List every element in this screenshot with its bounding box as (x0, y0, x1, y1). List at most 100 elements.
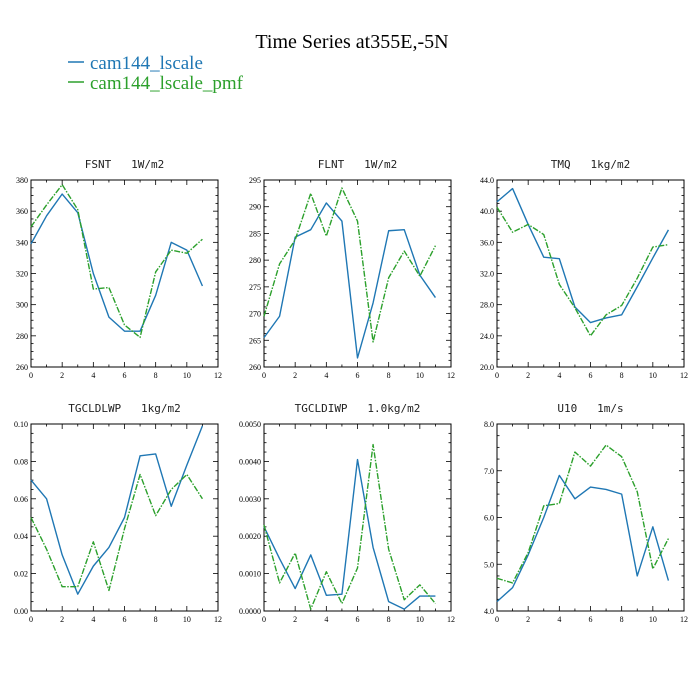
x-tick-label-tgcldiwp: 2 (293, 615, 297, 624)
series-line-cam144-lscale-flnt (263, 202, 436, 359)
y-tick-label-tgcldlwp: 0.06 (14, 495, 28, 504)
plot-frame-flnt (263, 179, 452, 368)
panel-title-u10: U10 1m/s (557, 402, 623, 415)
y-tick-label-flnt: 290 (249, 203, 261, 212)
y-tick-label-tmq: 32.0 (480, 270, 494, 279)
x-tick-label-fsnt: 0 (29, 371, 33, 380)
y-tick-label-tmq: 40.0 (480, 207, 494, 216)
series-line-cam144-lscale-pmf-tmq (496, 206, 669, 337)
panel-flnt: FLNT 1W/m2 0 2 4 6 8 10 12 260 265 270 275 280 285 290… (249, 158, 455, 380)
x-tick-label-flnt: 12 (447, 371, 455, 380)
panel-title-tgcldiwp: TGCLDIWP 1.0kg/m2 (295, 402, 421, 415)
y-tick-label-flnt: 280 (249, 256, 261, 265)
plot-frame-tmq (496, 179, 685, 368)
panel-u10: U10 1m/s 0 2 4 6 8 10 12 4.0 5.0 6.0 7.0 8.0 (484, 402, 688, 624)
panels: FSNT 1W/m20 2 4 6 8 10 12260280300320340360380… (14, 158, 688, 624)
panel-tgcldiwp: TGCLDIWP 1.0kg/m2 0 2 4 6 8 10 12 0.0000 0.0010 0.… (239, 402, 455, 624)
plot-frame-fsnt (30, 179, 219, 368)
x-tick-label-tmq: 2 (526, 371, 530, 380)
x-tick-label-tgcldlwp: 6 (123, 615, 127, 624)
x-tick-label-tgcldiwp: 12 (447, 615, 455, 624)
x-tick-label-u10: 10 (649, 615, 657, 624)
y-tick-label-tgcldlwp: 0.04 (14, 532, 28, 541)
x-tick-label-u10: 0 (495, 615, 499, 624)
panel-tgcldlwp: TGCLDLWP 1kg/m2 0 2 4 6 8 10 12 0.00 0.02 0.04 0.06… (14, 402, 222, 624)
y-tick-label-tgcldlwp: 0.10 (14, 420, 28, 429)
y-tick-label-u10: 8.0 (484, 420, 494, 429)
panel-fsnt: FSNT 1W/m2 0 2 4 6 8 10 12 260 280 300 320 340 360 380 (16, 158, 222, 380)
y-tick-label-tgcldlwp: 0.02 (14, 570, 28, 579)
y-tick-label-fsnt: 300 (16, 301, 28, 310)
x-tick-label-u10: 4 (557, 615, 561, 624)
x-tick-label-tmq: 8 (620, 371, 624, 380)
series-line-cam144-lscale-tmq (496, 187, 670, 324)
x-tick-label-fsnt: 4 (91, 371, 95, 380)
x-tick-label-tgcldiwp: 4 (324, 615, 328, 624)
x-tick-label-u10: 12 (680, 615, 688, 624)
y-tick-label-tmq: 24.0 (480, 332, 494, 341)
panel-title-flnt: FLNT 1W/m2 (318, 158, 397, 171)
x-tick-label-tgcldlwp: 10 (183, 615, 191, 624)
x-tick-label-flnt: 10 (416, 371, 424, 380)
y-tick-label-u10: 4.0 (484, 607, 494, 616)
y-tick-label-fsnt: 320 (16, 270, 28, 279)
series-line-cam144-lscale-fsnt (30, 193, 204, 332)
x-tick-label-flnt: 6 (356, 371, 360, 380)
y-tick-label-tmq: 20.0 (480, 363, 494, 372)
x-tick-label-fsnt: 8 (154, 371, 158, 380)
x-tick-label-tmq: 10 (649, 371, 657, 380)
panel-title-fsnt: FSNT 1W/m2 (85, 158, 164, 171)
x-tick-label-tgcldlwp: 2 (60, 615, 64, 624)
x-tick-label-fsnt: 6 (123, 371, 127, 380)
series-line-cam144-lscale-u10 (496, 474, 670, 603)
series-line-cam144-lscale-pmf-fsnt (30, 183, 203, 339)
y-tick-label-tgcldiwp: 0.0030 (239, 495, 261, 504)
series-line-cam144-lscale-pmf-tgcldiwp (263, 443, 436, 610)
y-tick-label-u10: 6.0 (484, 514, 494, 523)
y-tick-label-tmq: 44.0 (480, 176, 494, 185)
y-tick-label-tgcldiwp: 0.0000 (239, 607, 261, 616)
x-tick-label-tgcldiwp: 0 (262, 615, 266, 624)
x-tick-label-tgcldlwp: 4 (91, 615, 95, 624)
x-tick-label-tmq: 0 (495, 371, 499, 380)
y-tick-label-tgcldiwp: 0.0040 (239, 457, 261, 466)
series-line-cam144-lscale-tgcldlwp (30, 425, 204, 595)
y-tick-label-u10: 7.0 (484, 467, 494, 476)
y-tick-label-tgcldlwp: 0.00 (14, 607, 28, 616)
x-tick-label-tgcldiwp: 10 (416, 615, 424, 624)
y-tick-label-tgcldiwp: 0.0020 (239, 532, 261, 541)
x-tick-label-tmq: 6 (589, 371, 593, 380)
x-tick-label-fsnt: 10 (183, 371, 191, 380)
x-tick-label-u10: 2 (526, 615, 530, 624)
y-tick-label-u10: 5.0 (484, 560, 494, 569)
y-tick-label-flnt: 285 (249, 229, 261, 238)
panel-tmq: TMQ 1kg/m2 0 2 4 6 8 10 12 20.0 24.0 28.0 32.0 36.0 4… (480, 158, 688, 380)
y-tick-label-tgcldiwp: 0.0010 (239, 570, 261, 579)
y-tick-label-fsnt: 280 (16, 332, 28, 341)
series-line-cam144-lscale-tgcldiwp (263, 458, 436, 610)
x-tick-label-flnt: 4 (324, 371, 328, 380)
x-tick-label-flnt: 0 (262, 371, 266, 380)
x-tick-label-tgcldlwp: 12 (214, 615, 222, 624)
x-tick-label-flnt: 8 (387, 371, 391, 380)
x-tick-label-u10: 6 (589, 615, 593, 624)
y-tick-label-fsnt: 360 (16, 207, 28, 216)
legend-label-cam144-lscale-pmf: cam144_lscale_pmf (90, 73, 244, 94)
y-tick-label-flnt: 260 (249, 363, 261, 372)
series-line-cam144-lscale-pmf-u10 (496, 444, 670, 584)
x-tick-label-tgcldiwp: 8 (387, 615, 391, 624)
y-tick-label-flnt: 265 (249, 336, 261, 345)
x-tick-label-tgcldlwp: 8 (154, 615, 158, 624)
panel-title-tgcldlwp: TGCLDLWP 1kg/m2 (68, 402, 181, 415)
series-line-cam144-lscale-pmf-flnt (263, 187, 437, 343)
legend: cam144_lscale cam144_lscale_pmf (68, 53, 244, 94)
x-tick-label-tgcldiwp: 6 (356, 615, 360, 624)
y-tick-label-tgcldlwp: 0.08 (14, 457, 28, 466)
y-tick-label-flnt: 270 (249, 310, 261, 319)
x-tick-label-tmq: 12 (680, 371, 688, 380)
y-tick-label-tgcldiwp: 0.0050 (239, 420, 261, 429)
figure-title: Time Series at355E,-5N (255, 31, 448, 53)
y-tick-label-fsnt: 380 (16, 176, 28, 185)
y-tick-label-tmq: 36.0 (480, 238, 494, 247)
